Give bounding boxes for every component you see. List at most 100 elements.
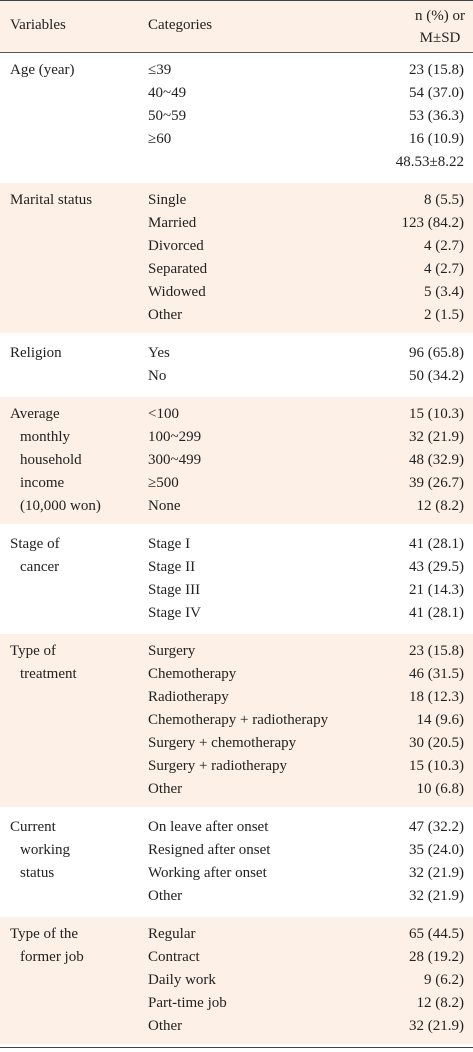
- table-row: Single 8 (5.5): [0, 189, 473, 212]
- value-cell: 2 (1.5): [424, 307, 464, 323]
- row-group: Stage of cancer Stage I 41 (28.1) Stage II 43…: [0, 527, 473, 631]
- table-row: Stage I 41 (28.1): [0, 533, 473, 556]
- value-cell: 53 (36.3): [409, 108, 464, 124]
- header-cell: Variables: [10, 17, 66, 33]
- variable-cell: Religion: [10, 342, 62, 365]
- variable-line: Stage of: [10, 536, 60, 552]
- category-cell: Daily work: [148, 972, 216, 988]
- value-cell: 23 (15.8): [409, 643, 464, 659]
- table-row: Stage IV 41 (28.1): [0, 602, 473, 625]
- table-row: Surgery + radiotherapy 15 (10.3): [0, 755, 473, 778]
- table-row: 40~49 54 (37.0): [0, 82, 473, 105]
- variable-line: Average: [10, 406, 60, 422]
- table-row: Radiotherapy 18 (12.3): [0, 686, 473, 709]
- variable-line: status: [20, 865, 55, 881]
- category-cell: Surgery: [148, 643, 196, 659]
- table-row: Other 10 (6.8): [0, 778, 473, 801]
- header-cell: n (%) or M±SD: [415, 5, 465, 49]
- value-cell: 9 (6.2): [424, 972, 464, 988]
- variable-line: Type of: [10, 643, 57, 659]
- value-cell: 54 (37.0): [409, 85, 464, 101]
- variable-line: income: [20, 475, 65, 491]
- value-cell: 32 (21.9): [409, 865, 464, 881]
- table-row: 100~299 32 (21.9): [0, 426, 473, 449]
- category-cell: Stage I: [148, 536, 191, 552]
- variable-line: Current: [10, 819, 56, 835]
- category-cell: Stage II: [148, 559, 196, 575]
- table-row: ≥500 39 (26.7): [0, 472, 473, 495]
- row-group: Religion Yes 96 (65.8) No 50 (34.2): [0, 336, 473, 394]
- variable-cell: Type of the former job: [10, 923, 84, 969]
- table-header: Variables Categories n (%) or M±SD: [0, 1, 473, 53]
- variable-line: working: [20, 842, 70, 858]
- variable-cell: Average monthly household income (10,000 won…: [10, 403, 101, 518]
- category-cell: ≥500: [148, 475, 179, 491]
- category-cell: Regular: [148, 926, 196, 942]
- table-row: None 12 (8.2): [0, 495, 473, 518]
- value-cell: 32 (21.9): [409, 429, 464, 445]
- category-cell: Widowed: [148, 284, 206, 300]
- variable-line: Religion: [10, 345, 62, 361]
- value-cell: 39 (26.7): [409, 475, 464, 491]
- category-cell: Other: [148, 888, 183, 904]
- category-cell: No: [148, 368, 167, 384]
- category-cell: On leave after onset: [148, 819, 269, 835]
- table-row: Widowed 5 (3.4): [0, 281, 473, 304]
- value-cell: 21 (14.3): [409, 582, 464, 598]
- value-cell: 18 (12.3): [409, 689, 464, 705]
- value-cell: 96 (65.8): [409, 345, 464, 361]
- table-row: Married 123 (84.2): [0, 212, 473, 235]
- category-cell: Stage III: [148, 582, 201, 598]
- value-cell: 35 (24.0): [409, 842, 464, 858]
- table-row: Separated 4 (2.7): [0, 258, 473, 281]
- table-row: On leave after onset 47 (32.2): [0, 816, 473, 839]
- row-group: Average monthly household income (10,000 won…: [0, 397, 473, 524]
- variable-line: monthly: [20, 429, 71, 445]
- value-cell: 15 (10.3): [409, 758, 464, 774]
- category-cell: Surgery + chemotherapy: [148, 735, 297, 751]
- header-cell: Categories: [148, 17, 213, 33]
- value-cell: 4 (2.7): [424, 238, 464, 254]
- value-cell: 12 (8.2): [416, 995, 465, 1011]
- category-cell: Married: [148, 215, 197, 231]
- table-row: Other 2 (1.5): [0, 304, 473, 327]
- variable-line: cancer: [20, 559, 60, 575]
- value-cell: 5 (3.4): [424, 284, 464, 300]
- value-cell: 23 (15.8): [409, 62, 464, 78]
- variable-cell: Age (year): [10, 59, 75, 82]
- table-row: Stage II 43 (29.5): [0, 556, 473, 579]
- value-cell: 12 (8.2): [416, 498, 465, 514]
- table-row: Chemotherapy + radiotherapy 14 (9.6): [0, 709, 473, 732]
- category-cell: <100: [148, 406, 179, 422]
- table-row: Contract 28 (19.2): [0, 946, 473, 969]
- category-cell: Yes: [148, 345, 170, 361]
- table-row: 48.53±8.22: [0, 151, 473, 174]
- value-cell: 30 (20.5): [409, 735, 464, 751]
- category-cell: Stage IV: [148, 605, 201, 621]
- value-cell: 32 (21.9): [409, 1018, 464, 1034]
- value-cell: 43 (29.5): [409, 559, 464, 575]
- value-cell: 65 (44.5): [409, 926, 464, 942]
- variable-line: Age (year): [10, 62, 75, 78]
- category-cell: None: [148, 498, 181, 514]
- header-line: n (%) or: [415, 8, 465, 24]
- category-cell: 100~299: [148, 429, 202, 445]
- category-cell: Divorced: [148, 238, 204, 254]
- category-cell: Chemotherapy: [148, 666, 237, 682]
- variable-line: former job: [20, 949, 84, 965]
- value-cell: 41 (28.1): [409, 605, 464, 621]
- category-cell: Other: [148, 1018, 183, 1034]
- table-row: 50~59 53 (36.3): [0, 105, 473, 128]
- value-cell: 48.53±8.22: [395, 154, 464, 170]
- value-cell: 16 (10.9): [409, 131, 464, 147]
- variable-cell: Stage of cancer: [10, 533, 60, 579]
- value-cell: 50 (34.2): [409, 368, 464, 384]
- table-row: Regular 65 (44.5): [0, 923, 473, 946]
- table-row: <100 15 (10.3): [0, 403, 473, 426]
- category-cell: 50~59: [148, 108, 187, 124]
- variable-line: treatment: [20, 666, 77, 682]
- value-cell: 47 (32.2): [409, 819, 464, 835]
- category-cell: 300~499: [148, 452, 202, 468]
- category-cell: Single: [148, 192, 187, 208]
